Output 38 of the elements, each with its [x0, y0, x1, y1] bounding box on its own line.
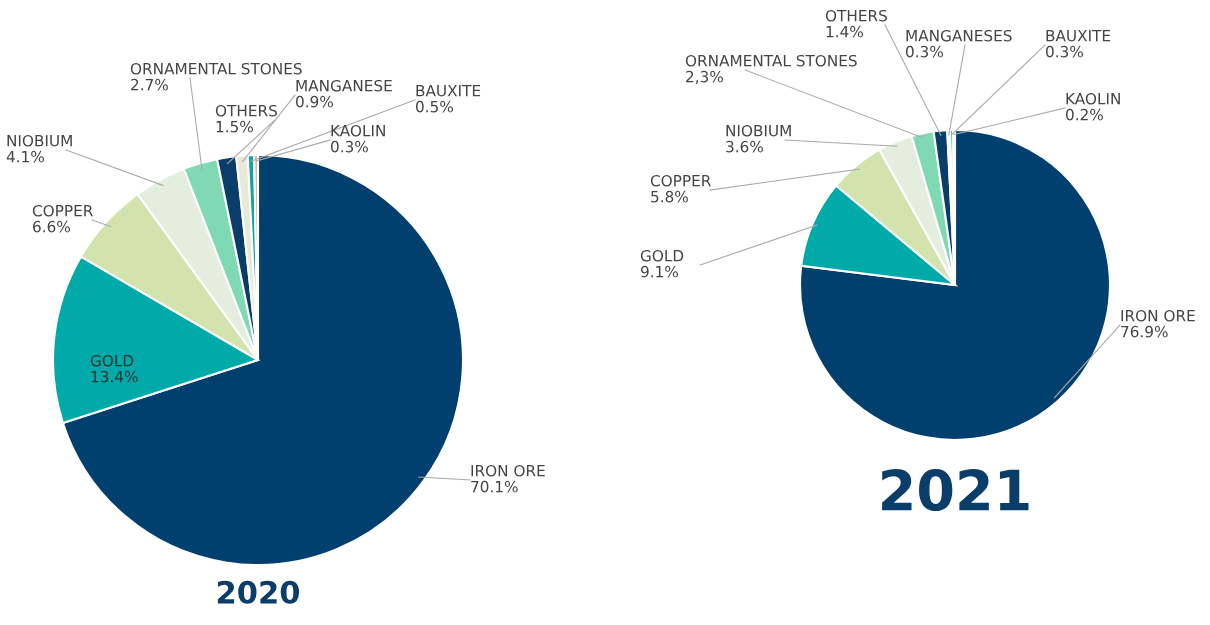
data-label: 4.1%	[6, 150, 44, 163]
slice-label: COPPER	[650, 174, 711, 187]
slice-label: BAUXITE	[416, 85, 481, 97]
slice-label: KAOLIN	[331, 124, 385, 137]
data-label: 0.3%	[1046, 45, 1083, 58]
slice-label: IRON ORE	[1121, 309, 1195, 322]
data-label: 9.1%	[640, 265, 678, 278]
slice-label: NIOBIUM	[7, 134, 72, 147]
data-label: 0.3%	[906, 45, 943, 58]
data-label: 76.9%	[1121, 325, 1168, 338]
data-label: 0.9%	[296, 95, 333, 108]
data-label: 2,3%	[686, 70, 723, 84]
slice-label: IRON ORE	[471, 464, 545, 477]
data-label: 0.3%	[331, 140, 368, 153]
text: 2020	[217, 580, 300, 604]
slice-label: MANGANESES	[906, 29, 1012, 42]
slice-label: MANGANESE	[296, 79, 392, 92]
data-label: 1.5%	[216, 120, 253, 133]
slice-label: BAUXITE	[1046, 30, 1111, 42]
data-label: 3.6%	[726, 140, 763, 153]
data-label: 6.6%	[33, 220, 70, 233]
slice-label: GOLD	[90, 354, 134, 367]
slice-label: COPPER	[32, 204, 93, 217]
slice-label: KAOLIN	[1066, 92, 1120, 105]
data-label: 2.7%	[131, 78, 168, 91]
slice-label: NIOBIUM	[726, 124, 791, 137]
slice-label: ORNAMENTAL STONES	[130, 62, 302, 75]
slice-label: GOLD	[640, 249, 684, 262]
text: 2021	[882, 469, 1029, 512]
data-label: 13.4%	[91, 370, 138, 383]
slice-label: OTHERS	[215, 104, 277, 117]
data-label: 1.4%	[826, 25, 863, 38]
slice-label: OTHERS	[825, 9, 887, 22]
data-label: 70.1%	[471, 480, 518, 493]
data-label: 0.2%	[1066, 108, 1103, 121]
data-label: 0.5%	[416, 100, 453, 113]
slice-label: ORNAMENTAL STONES	[685, 54, 857, 67]
data-label: 5.8%	[651, 190, 688, 203]
